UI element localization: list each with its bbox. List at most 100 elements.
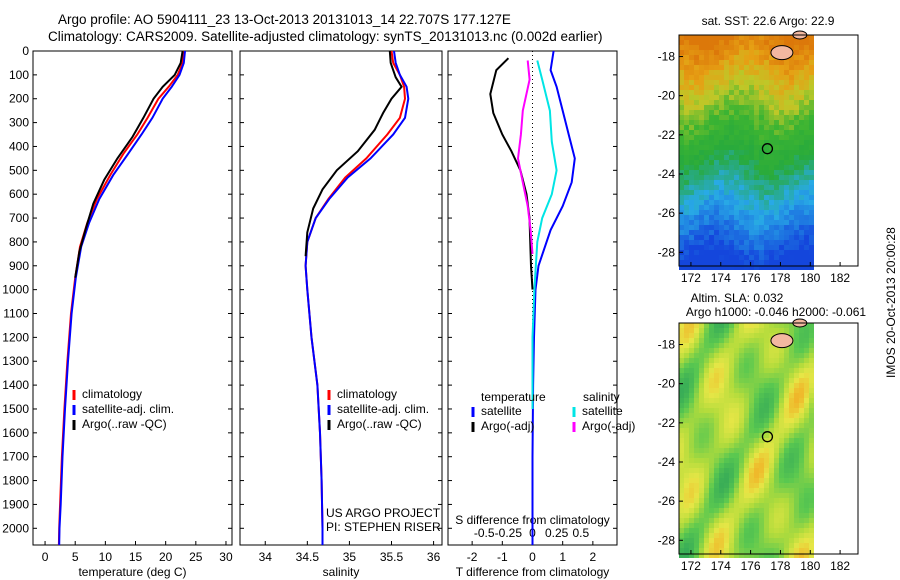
map-cell — [794, 145, 799, 150]
map-cell — [709, 40, 714, 45]
map-cell — [764, 358, 769, 363]
map-cell — [809, 323, 814, 328]
map-cell — [679, 115, 684, 120]
map-cell — [689, 403, 694, 408]
map-cell — [724, 75, 729, 80]
map-cell — [679, 35, 684, 40]
map-cell — [794, 245, 799, 250]
map-cell — [774, 478, 779, 483]
map-cell — [684, 473, 689, 478]
x-tick-label: -2 — [467, 550, 478, 564]
map-cell — [764, 150, 769, 155]
map-cell — [714, 170, 719, 175]
map-cell — [734, 135, 739, 140]
map-cell — [749, 503, 754, 508]
map-cell — [804, 125, 809, 130]
map-cell — [749, 140, 754, 145]
map-cell — [759, 205, 764, 210]
map-cell — [809, 110, 814, 115]
map-cell — [794, 55, 799, 60]
map-cell — [734, 150, 739, 155]
map-cell — [739, 35, 744, 40]
map-cell — [709, 548, 714, 553]
map-cell — [769, 240, 774, 245]
map-cell — [704, 338, 709, 343]
map-cell — [809, 523, 814, 528]
map-cell — [799, 130, 804, 135]
map-cell — [694, 200, 699, 205]
map-cell — [769, 463, 774, 468]
map-cell — [709, 448, 714, 453]
map-cell — [684, 65, 689, 70]
map-cell — [794, 463, 799, 468]
map-cell — [754, 190, 759, 195]
map-cell — [679, 403, 684, 408]
map-cell — [694, 483, 699, 488]
map-cell — [714, 448, 719, 453]
map-cell — [744, 543, 749, 548]
map-cell — [754, 433, 759, 438]
map-cell — [714, 205, 719, 210]
map-cell — [704, 120, 709, 125]
map-cell — [719, 488, 724, 493]
map-cell — [724, 45, 729, 50]
map-cell — [779, 250, 784, 255]
map-cell — [749, 513, 754, 518]
map-cell — [709, 60, 714, 65]
map-cell — [809, 40, 814, 45]
map-cell — [754, 175, 759, 180]
map-cell — [799, 513, 804, 518]
map-cell — [774, 80, 779, 85]
map-cell — [809, 200, 814, 205]
map-cell — [734, 60, 739, 65]
map-cell — [699, 80, 704, 85]
map-cell — [739, 403, 744, 408]
map-cell — [724, 245, 729, 250]
map-cell — [769, 115, 774, 120]
map-cell — [714, 110, 719, 115]
map-cell — [754, 60, 759, 65]
map-cell — [799, 363, 804, 368]
map-cell — [689, 110, 694, 115]
map-cell — [754, 35, 759, 40]
map-cell — [744, 155, 749, 160]
map-cell — [769, 95, 774, 100]
map-cell — [699, 518, 704, 523]
map-cell — [689, 70, 694, 75]
map-cell — [699, 528, 704, 533]
map-cell — [714, 200, 719, 205]
map-cell — [764, 468, 769, 473]
map-cell — [699, 363, 704, 368]
map-cell — [799, 75, 804, 80]
map-cell — [754, 478, 759, 483]
map-cell — [709, 200, 714, 205]
map-cell — [749, 398, 754, 403]
map-cell — [734, 155, 739, 160]
map-cell — [739, 150, 744, 155]
map-cell — [704, 260, 709, 265]
map-cell — [709, 363, 714, 368]
map-cell — [809, 205, 814, 210]
map-cell — [719, 368, 724, 373]
legend-label: Argo(-adj) — [582, 419, 635, 433]
map-cell — [684, 110, 689, 115]
y-tick-label: 900 — [9, 259, 29, 273]
map-cell — [799, 483, 804, 488]
map-cell — [754, 528, 759, 533]
map-cell — [734, 90, 739, 95]
map-cell — [694, 35, 699, 40]
map-cell — [754, 245, 759, 250]
map-cell — [684, 543, 689, 548]
map-cell — [774, 458, 779, 463]
map-cell — [789, 60, 794, 65]
map-cell — [699, 175, 704, 180]
map-cell — [804, 190, 809, 195]
map-cell — [749, 393, 754, 398]
map-cell — [779, 463, 784, 468]
map-cell — [719, 85, 724, 90]
map-cell — [739, 125, 744, 130]
map-cell — [689, 40, 694, 45]
map-cell — [684, 508, 689, 513]
map-cell — [779, 543, 784, 548]
map-cell — [699, 498, 704, 503]
